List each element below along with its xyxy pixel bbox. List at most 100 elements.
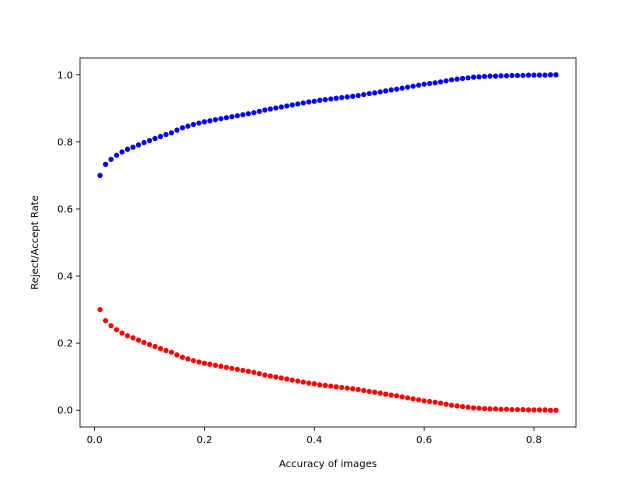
series-1-point [350,93,356,99]
series-2-point [520,406,526,413]
series-2-point [229,365,235,371]
series-1-point [514,72,521,79]
series-1-point [223,115,229,121]
series-1-point [256,108,262,114]
series-1-point [328,96,334,102]
series-1-point [547,72,554,78]
series-1-point [234,113,240,119]
series-1-point [267,106,273,112]
x-tick-label: 0.4 [306,435,322,446]
series-2-point [130,335,136,341]
series-1-point [553,72,559,78]
series-1-point [383,88,389,94]
series-1-point [531,72,537,78]
series-1-point [476,74,482,80]
series-2-point [503,406,510,412]
series-2-point [113,327,120,333]
series-2-point [218,363,224,369]
series-1-point [289,102,295,108]
series-2-point [196,359,202,365]
series-1-point [509,72,515,79]
series-1-point [421,81,427,87]
series-2-point [223,364,229,370]
series-1-point [146,137,153,144]
series-2-point [405,395,411,401]
y-tick-label: 0.0 [57,406,73,417]
series-1-point [97,172,103,179]
data-points [97,72,559,413]
series-1-point [333,95,339,101]
series-1-point [459,75,466,82]
series-1-point [366,90,372,97]
x-tick-label: 0.2 [196,435,212,446]
series-2-point [536,407,543,413]
series-1-point [152,135,158,142]
series-2-point [157,345,164,352]
series-1-point [536,72,543,78]
series-1-point [339,94,345,101]
series-1-point [361,91,367,98]
series-2-point [372,389,378,395]
y-tick-label: 1.0 [57,70,73,81]
series-1-point [498,73,504,79]
series-1-point [438,79,444,85]
series-1-point [185,123,191,129]
series-2-point [531,407,537,413]
series-2-point [278,375,284,381]
series-2-point [509,406,515,413]
series-1-point [300,100,306,106]
series-1-point [102,161,109,167]
series-2-point [152,343,158,350]
x-axis-label: Accuracy of images [279,459,377,470]
series-2-point [146,341,153,348]
series-2-point [344,385,350,391]
series-1-point [487,73,493,79]
series-2-point [459,403,466,410]
series-1-point [322,97,328,103]
series-1-point [311,98,317,104]
series-1-point [130,144,136,150]
series-2-point [135,337,142,343]
series-1-point [212,117,218,123]
series-2-point [295,378,301,384]
series-2-point [207,361,213,367]
series-2-point [443,401,449,407]
series-2-point [355,386,361,393]
series-1-point [542,72,548,78]
y-tick-label: 0.2 [57,339,73,350]
series-2-point [234,366,240,372]
series-1-point [525,72,532,78]
series-2-point [448,402,455,408]
series-1-point [284,103,290,109]
series-2-point [416,397,422,403]
series-1-point [377,89,383,95]
series-1-point [168,130,175,136]
series-2-point [470,405,477,411]
series-2-point [525,407,532,413]
series-2-point [547,407,554,413]
series-2-point [388,392,394,398]
series-1-point [113,152,120,158]
series-1-point [273,105,279,111]
series-1-point [344,94,350,100]
series-1-point [141,139,147,146]
series-2-point [492,406,499,412]
series-1-point [157,133,164,140]
series-2-point [476,405,482,411]
series-1-point [520,72,526,79]
series-2-point [289,377,295,383]
series-2-point [394,393,400,399]
plot-frame [79,57,577,428]
series-1-point [481,73,488,80]
series-1-point [432,80,438,86]
series-2-point [273,374,279,380]
y-tick-label: 0.6 [57,204,73,215]
series-1-point [278,104,284,110]
series-2-point [317,382,323,388]
series-1-point [124,146,131,152]
series-1-point [448,77,455,83]
series-2-point [141,339,147,346]
series-2-point [190,357,197,364]
series-1-point [119,149,125,155]
